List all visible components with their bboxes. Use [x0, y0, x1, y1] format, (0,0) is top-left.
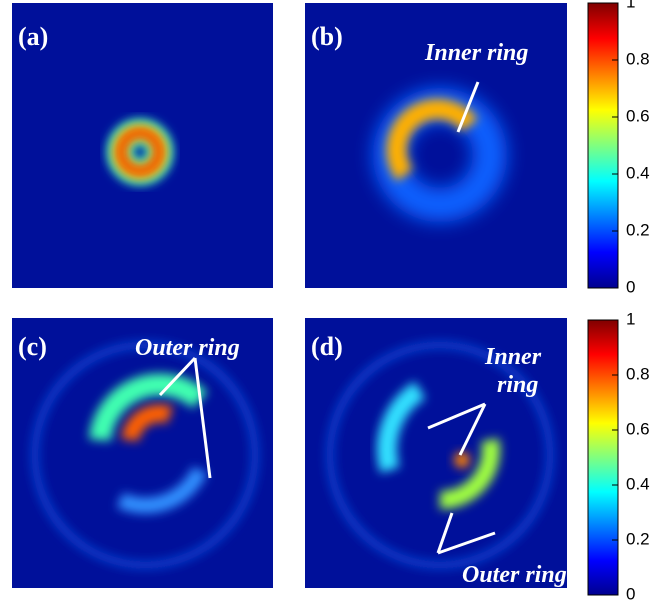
tick-label: 0.8 — [626, 49, 650, 68]
annotation: Inner ring — [424, 40, 528, 66]
ring — [454, 452, 470, 468]
panel-label: (c) — [18, 332, 47, 361]
tick-label: 0.2 — [626, 529, 650, 548]
tick-label: 0.4 — [626, 163, 650, 182]
panel-label: (a) — [18, 22, 48, 51]
annotation: Outer ring — [135, 335, 240, 361]
annotation: ring — [497, 372, 538, 398]
tick-label: 0 — [626, 584, 635, 601]
annotation: Inner — [484, 344, 542, 370]
colorbar-scale — [588, 320, 618, 595]
colorbar: 0 0.2 0.4 0.6 0.8 1 — [588, 309, 650, 601]
tick-label: 1 — [626, 309, 635, 328]
images — [12, 3, 567, 588]
tick-label: 0.6 — [626, 106, 650, 125]
tick-label: 0.4 — [626, 474, 650, 493]
colorbar-scale — [588, 3, 618, 288]
panel-label: (b) — [311, 22, 343, 51]
annotation: Outer ring — [462, 562, 567, 588]
colorbar: 0 0.2 0.4 0.6 0.8 1 — [588, 0, 650, 296]
image-a — [12, 3, 273, 288]
panel-label: (d) — [311, 332, 343, 361]
tick-label: 0.2 — [626, 220, 650, 239]
figure: 0 0.2 0.4 0.6 0.8 1 0 0.2 0.4 0.6 0.8 1 (a) (b) Inne… — [0, 0, 661, 601]
tick-label: 0.8 — [626, 364, 650, 383]
tick-label: 0 — [626, 277, 635, 296]
tick-label: 1 — [626, 0, 635, 11]
tick-label: 0.6 — [626, 419, 650, 438]
